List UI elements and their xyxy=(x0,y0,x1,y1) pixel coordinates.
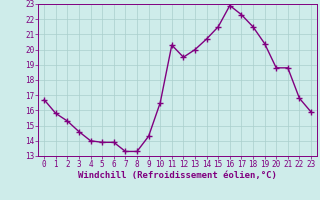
X-axis label: Windchill (Refroidissement éolien,°C): Windchill (Refroidissement éolien,°C) xyxy=(78,171,277,180)
